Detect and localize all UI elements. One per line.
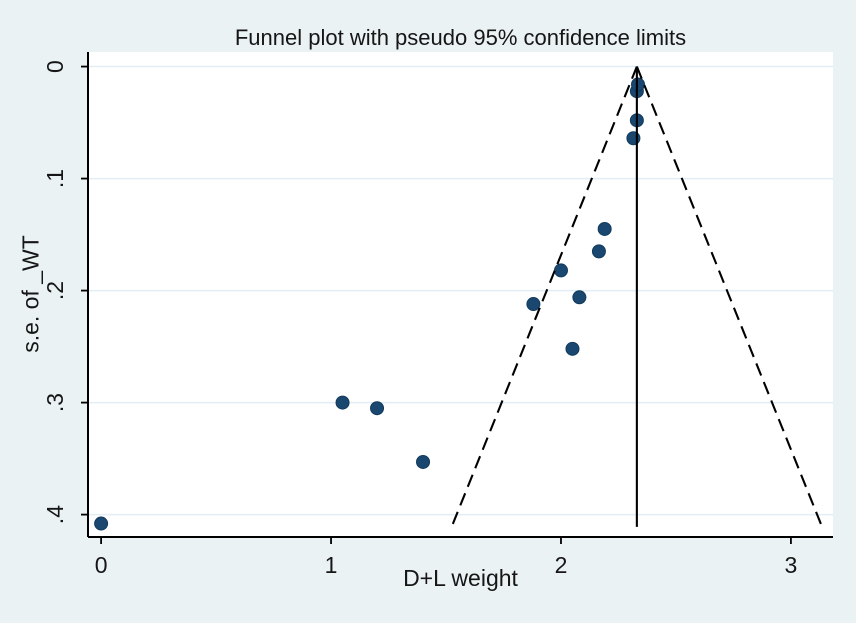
data-point: [370, 401, 385, 416]
data-point: [416, 454, 431, 469]
data-point: [526, 297, 541, 312]
data-point: [553, 263, 568, 278]
y-tick-label: 0: [42, 60, 68, 73]
data-point: [335, 395, 350, 410]
x-tick-label: 3: [785, 552, 798, 578]
data-point: [631, 77, 646, 92]
x-tick-label: 2: [555, 552, 568, 578]
chart-title: Funnel plot with pseudo 95% confidence l…: [234, 25, 687, 50]
y-tick-label: .2: [42, 281, 68, 300]
y-tick-label: .4: [42, 505, 68, 524]
x-axis-title: D+L weight: [403, 565, 518, 591]
data-point: [572, 290, 587, 305]
data-point: [94, 516, 109, 531]
pseudo-ci-line-left: [450, 66, 638, 528]
y-axis-title: s.e. of _WT: [17, 235, 44, 353]
pseudo-ci-line-right: [635, 66, 824, 528]
data-point: [565, 341, 580, 356]
y-tick-label: .1: [42, 169, 68, 188]
x-tick-label: 0: [95, 552, 108, 578]
y-tick-label: .3: [42, 393, 68, 412]
x-tick-label: 1: [325, 552, 338, 578]
data-point: [626, 131, 641, 146]
data-point: [591, 244, 606, 259]
data-point: [597, 221, 612, 236]
plot-region: [88, 52, 833, 537]
